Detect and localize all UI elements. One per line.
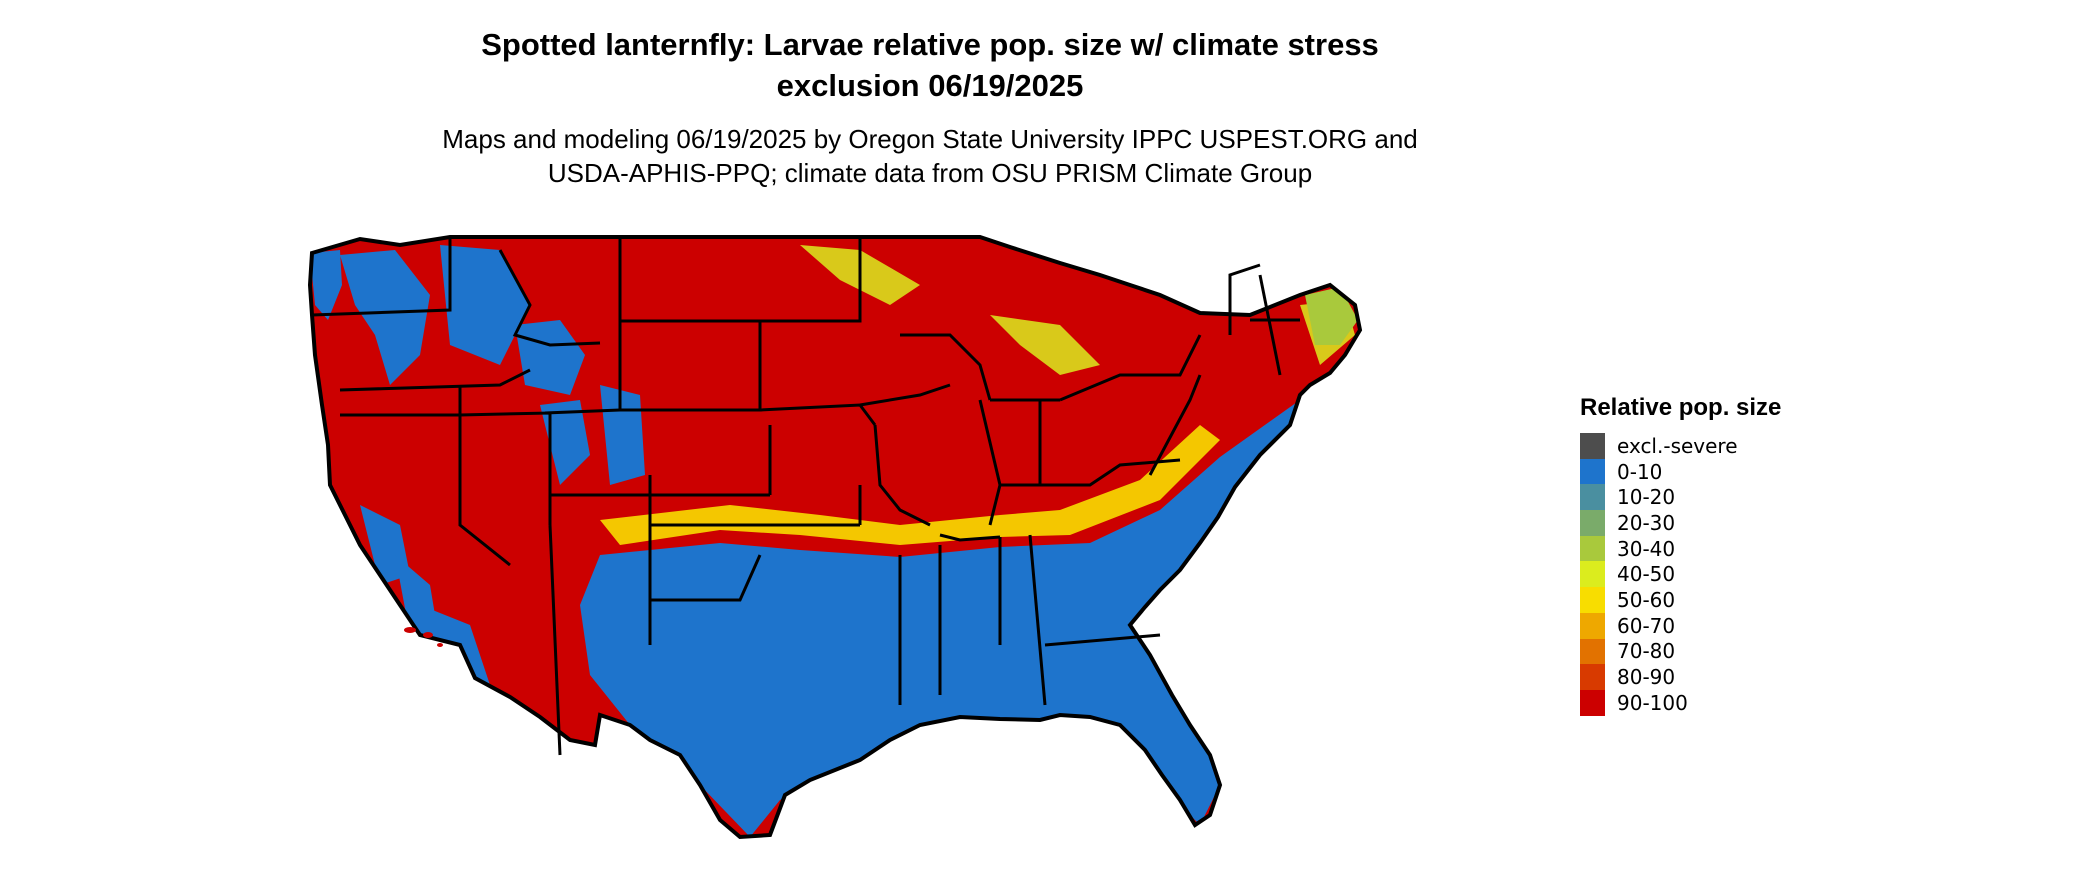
legend-label: 40-50 — [1617, 562, 1676, 587]
coastal-islands — [404, 627, 443, 647]
legend-swatch — [1580, 535, 1605, 562]
state-borders — [311, 237, 1300, 756]
map-title: Spotted lanternfly: Larvae relative pop.… — [430, 24, 1430, 106]
legend-swatch — [1580, 433, 1605, 459]
legend-items: excl.-severe 0-10 10-20 20-30 30-40 40-50 50-6… — [1580, 433, 1781, 716]
legend-item: 80-90 — [1580, 664, 1781, 690]
northern-yellow-region — [800, 245, 1355, 375]
legend-title: Relative pop. size — [1580, 394, 1782, 421]
legend-item: 30-40 — [1580, 535, 1781, 562]
legend-swatch — [1580, 484, 1605, 511]
us-population-map — [308, 235, 1362, 839]
legend-item: 0-10 — [1580, 458, 1781, 485]
legend-item: 90-100 — [1580, 689, 1781, 716]
legend-label: 80-90 — [1617, 665, 1676, 690]
legend-swatch — [1580, 587, 1605, 613]
legend-label: 30-40 — [1617, 536, 1676, 561]
legend-item: 70-80 — [1580, 638, 1781, 665]
map-subtitle: Maps and modeling 06/19/2025 by Oregon S… — [380, 122, 1480, 190]
map-title-line1: Spotted lanternfly: Larvae relative pop.… — [481, 27, 1379, 62]
legend-item: 60-70 — [1580, 612, 1781, 639]
legend: Relative pop. size excl.-severe 0-10 10-20… — [1580, 393, 1781, 716]
legend-label: 60-70 — [1617, 613, 1676, 638]
legend-label: 0-10 — [1617, 459, 1663, 484]
legend-label: 70-80 — [1617, 639, 1676, 664]
legend-item: 20-30 — [1580, 510, 1781, 536]
legend-item: excl.-severe — [1580, 433, 1781, 459]
legend-swatch — [1580, 510, 1605, 536]
legend-item: 10-20 — [1580, 484, 1781, 511]
legend-label: 10-20 — [1617, 485, 1676, 510]
rocky-mountain-blue-region — [340, 245, 645, 685]
west-coast-blue-region — [310, 250, 440, 645]
legend-swatch — [1580, 561, 1605, 588]
maine-green-region — [1305, 287, 1358, 345]
legend-swatch — [1580, 638, 1605, 665]
map-fill-layer — [310, 237, 1360, 837]
legend-label: 50-60 — [1617, 587, 1676, 612]
map-subtitle-line2: USDA-APHIS-PPQ; climate data from OSU PR… — [547, 158, 1313, 188]
map-title-line2: exclusion 06/19/2025 — [776, 68, 1084, 103]
legend-label: 90-100 — [1617, 690, 1688, 715]
yellow-transition-band — [600, 425, 1220, 545]
legend-label: 20-30 — [1617, 510, 1676, 535]
legend-swatch — [1580, 689, 1605, 716]
legend-swatch — [1580, 612, 1605, 639]
legend-item: 50-60 — [1580, 587, 1781, 613]
legend-swatch — [1580, 664, 1605, 690]
map-subtitle-line1: Maps and modeling 06/19/2025 by Oregon S… — [442, 124, 1418, 154]
legend-item: 40-50 — [1580, 561, 1781, 588]
legend-swatch — [1580, 458, 1605, 485]
legend-label: excl.-severe — [1617, 433, 1738, 458]
